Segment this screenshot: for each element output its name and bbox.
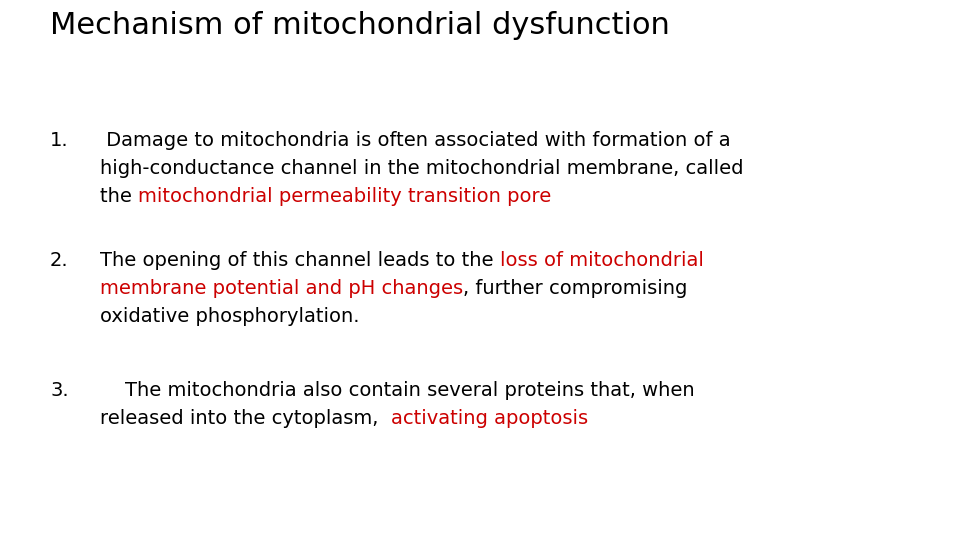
Text: Damage to mitochondria is often associated with formation of a: Damage to mitochondria is often associat…: [100, 131, 731, 150]
Text: , further compromising: , further compromising: [463, 279, 687, 298]
Text: mitochondrial permeability transition pore: mitochondrial permeability transition po…: [138, 187, 551, 206]
Text: membrane potential and pH changes: membrane potential and pH changes: [100, 279, 463, 298]
Text: the: the: [100, 187, 138, 206]
Text: The opening of this channel leads to the: The opening of this channel leads to the: [100, 251, 500, 270]
Text: high-conductance channel in the mitochondrial membrane, called: high-conductance channel in the mitochon…: [100, 159, 743, 178]
Text: The mitochondria also contain several proteins that, when: The mitochondria also contain several pr…: [100, 381, 695, 400]
Text: activating apoptosis: activating apoptosis: [391, 409, 588, 428]
Text: loss of mitochondrial: loss of mitochondrial: [500, 251, 704, 270]
Text: Mechanism of mitochondrial dysfunction: Mechanism of mitochondrial dysfunction: [50, 11, 670, 40]
Text: 3.: 3.: [50, 381, 68, 400]
Text: released into the cytoplasm,: released into the cytoplasm,: [100, 409, 391, 428]
Text: 2.: 2.: [50, 251, 68, 270]
Text: 1.: 1.: [50, 131, 68, 150]
Text: oxidative phosphorylation.: oxidative phosphorylation.: [100, 307, 359, 326]
